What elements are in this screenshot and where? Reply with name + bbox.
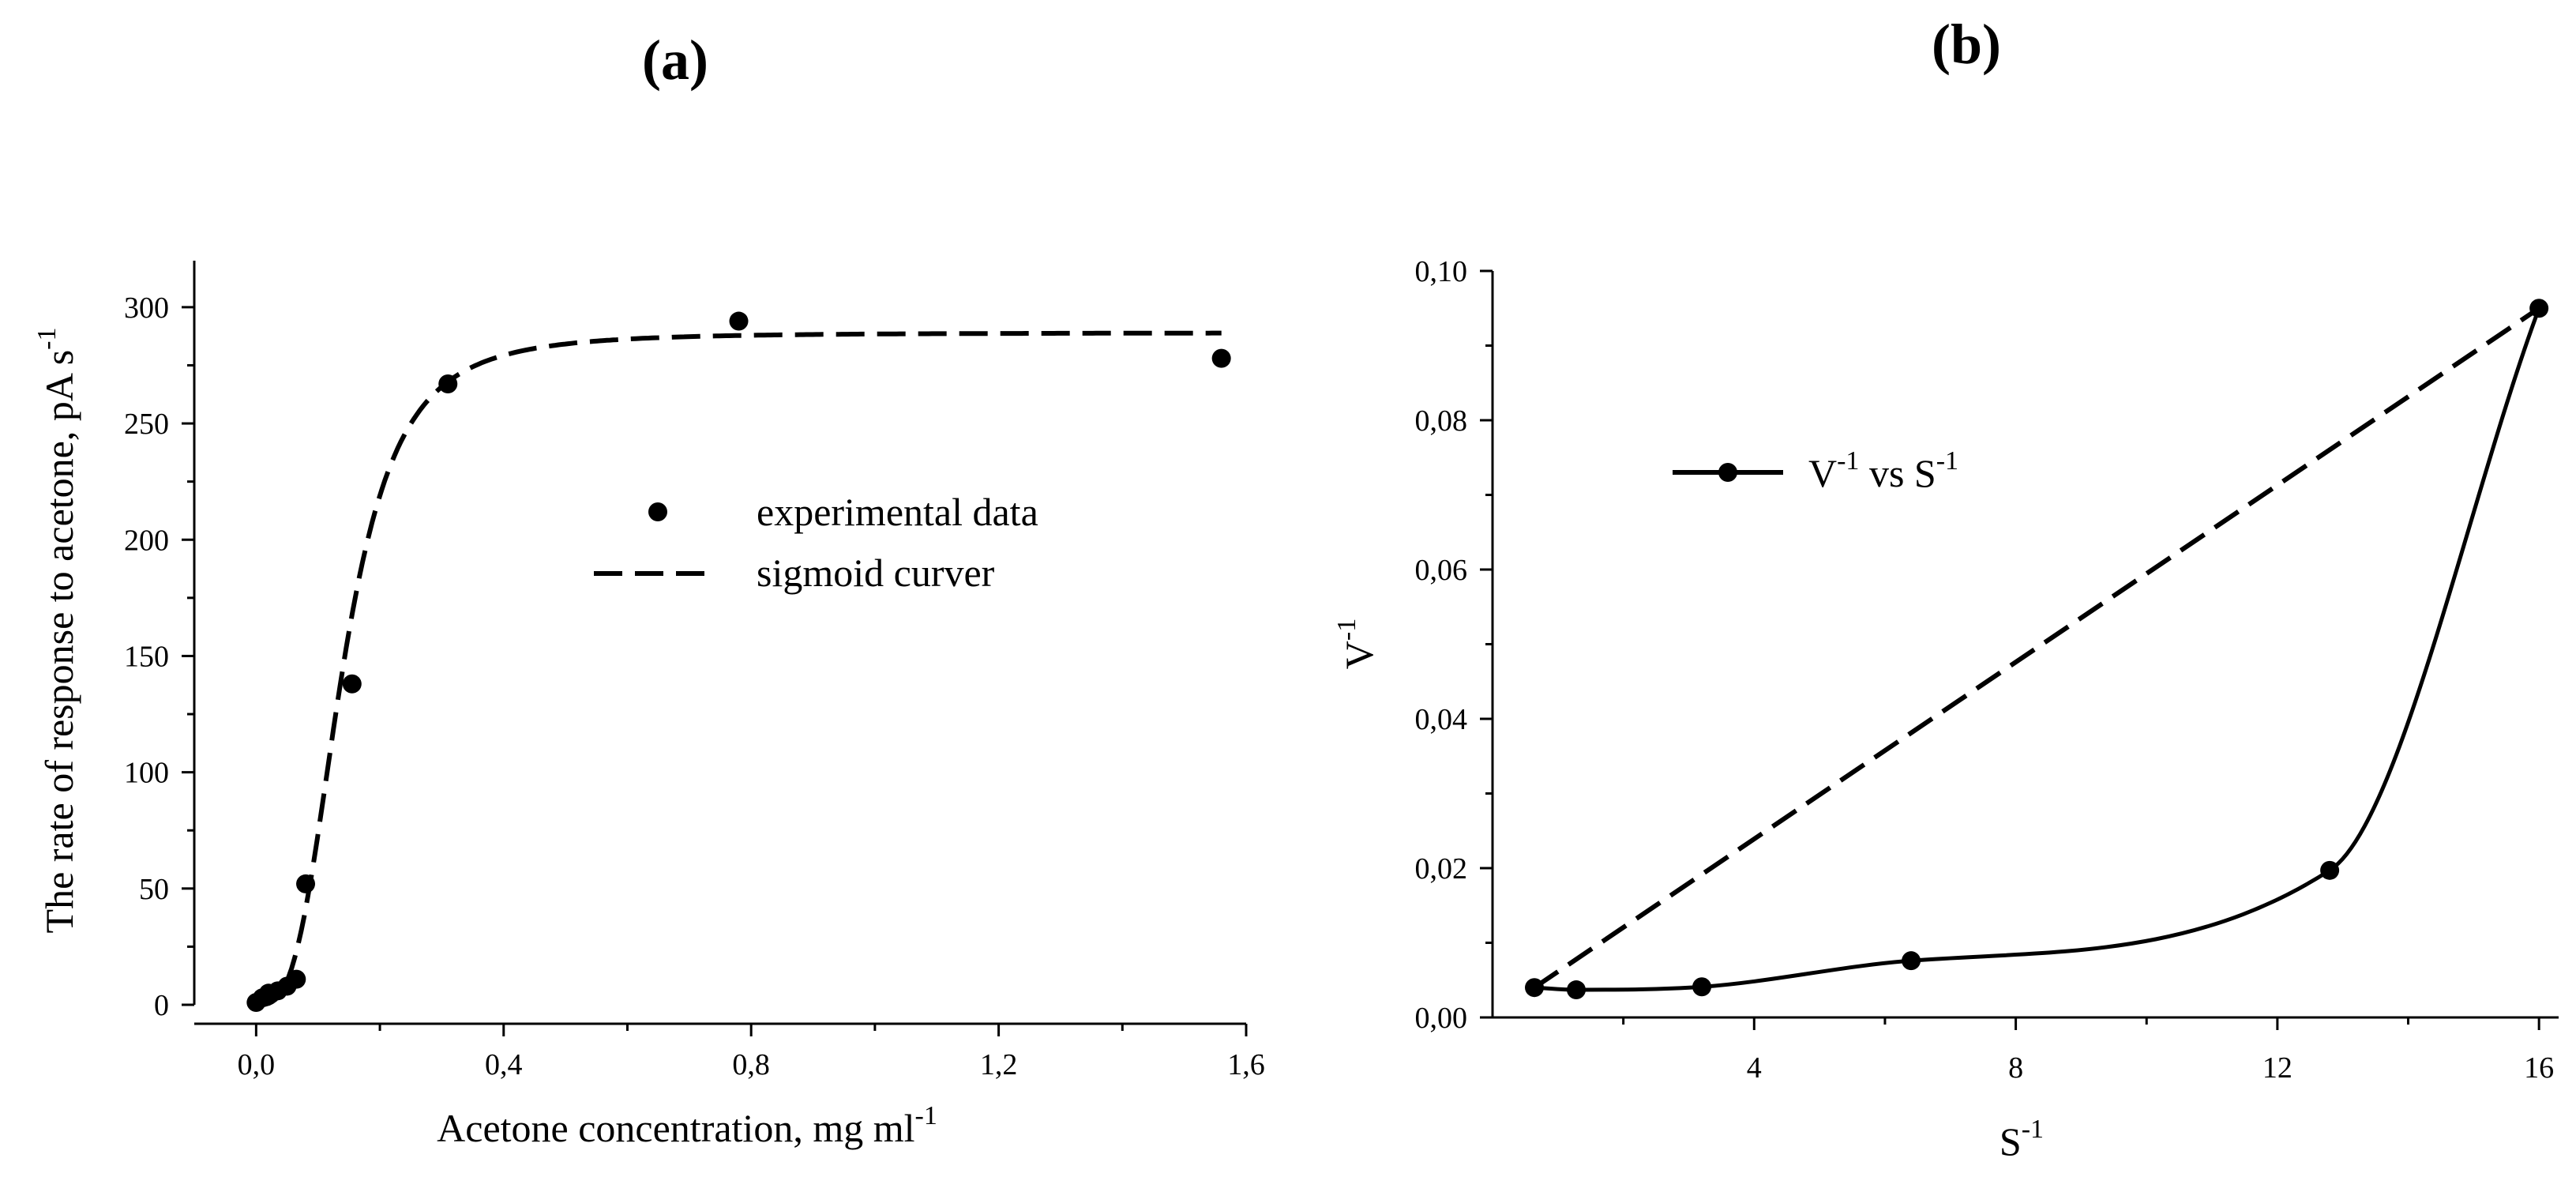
sigmoid-curve (256, 330, 1222, 1007)
experimental-data-point (438, 374, 458, 394)
panel-a-chart: (a) 0,0 0,4 0,8 1,2 1,6 0 50 100 150 200 250 300 A… (32, 28, 1265, 1150)
legend-label-v-vs-s: V-1 vs S-1 (1808, 446, 1958, 495)
x-tick-label: 1,6 (1227, 1048, 1265, 1081)
panel-b-chart: (b) 4 8 12 16 0,000,020,040,060,080,10 S-1 … (1332, 13, 2559, 1164)
panel-b-y-ticks: 0,00 0,02 0,04 0,06 0,08 0,10 (1415, 255, 1493, 1035)
experimental-data-point (296, 874, 316, 893)
x-tick-label: 12 (2262, 1051, 2292, 1085)
panel-b-label: (b) (1932, 13, 2001, 76)
y-tick-label: 0,04 (1415, 703, 1468, 736)
x-tick-label: 4 (1747, 1051, 1762, 1085)
x-tick-label: 0,0 (238, 1048, 276, 1081)
v-vs-s-data-point (1567, 980, 1587, 1000)
y-tick-label: 0,08 (1415, 404, 1468, 438)
y-tick-label: 150 (124, 640, 169, 673)
panel-a-legend: experimental data sigmoid curver (594, 490, 1038, 595)
v-vs-s-data-point (1525, 978, 1545, 998)
experimental-data-point (287, 969, 306, 989)
experimental-data-point (1211, 348, 1231, 368)
legend-marker-v-vs-s (1718, 463, 1737, 482)
experimental-data-point (342, 674, 362, 694)
v-vs-s-data-point (1692, 977, 1712, 997)
y-tick-label: 0,06 (1415, 554, 1468, 587)
y-tick-label: 0 (154, 989, 169, 1022)
panel-b-series (1525, 299, 2549, 1000)
legend-label-sigmoid-curve: sigmoid curver (757, 551, 995, 595)
y-tick-label: 50 (139, 873, 169, 906)
legend-label-experimental-data: experimental data (757, 490, 1038, 534)
panel-a-x-axis-title: Acetone concentration, mg ml-1 (437, 1101, 937, 1150)
v-vs-s-data-point (1902, 951, 1921, 971)
x-tick-label: 1,2 (980, 1048, 1018, 1081)
y-tick-label: 200 (124, 524, 169, 557)
legend-marker-experimental-data (648, 502, 667, 521)
v-vs-s-data-point (2529, 299, 2549, 318)
v-vs-s-curve (1534, 307, 2541, 992)
x-tick-label: 0,4 (485, 1048, 523, 1081)
x-tick-label: 16 (2524, 1051, 2554, 1085)
y-tick-label: 0,02 (1415, 852, 1468, 886)
panel-b-y-axis-title: V-1 (1332, 619, 1381, 669)
v-vs-s-data-point (2320, 860, 2340, 880)
panel-a-axes (193, 261, 1246, 1025)
panel-b-x-ticks: 4 8 12 16 (1622, 1017, 2554, 1085)
x-tick-label: 0,8 (732, 1048, 770, 1081)
panel-a-series (246, 311, 1231, 1013)
panel-a-label: (a) (642, 28, 708, 92)
y-tick-label: 0,00 (1415, 1002, 1468, 1035)
panel-a-y-axis-title: The rate of response to acetone, pA s-1 (32, 328, 81, 934)
linear-fit-line (1533, 306, 2540, 990)
y-tick-label: 300 (124, 291, 169, 325)
y-tick-label: 250 (124, 408, 169, 441)
panel-b-x-axis-title: S-1 (2000, 1115, 2044, 1164)
y-tick-label: 0,10 (1415, 255, 1468, 288)
y-tick-label: 100 (124, 757, 169, 790)
panel-a-x-ticks: 0,0 0,4 0,8 1,2 1,6 (238, 1024, 1265, 1081)
x-tick-label: 8 (2008, 1051, 2023, 1085)
experimental-data-point (729, 311, 749, 331)
panel-b-legend: V-1 vs S-1 (1673, 446, 1958, 495)
panel-a-y-ticks: 0 50 100 150 200 250 300 (124, 291, 194, 1022)
